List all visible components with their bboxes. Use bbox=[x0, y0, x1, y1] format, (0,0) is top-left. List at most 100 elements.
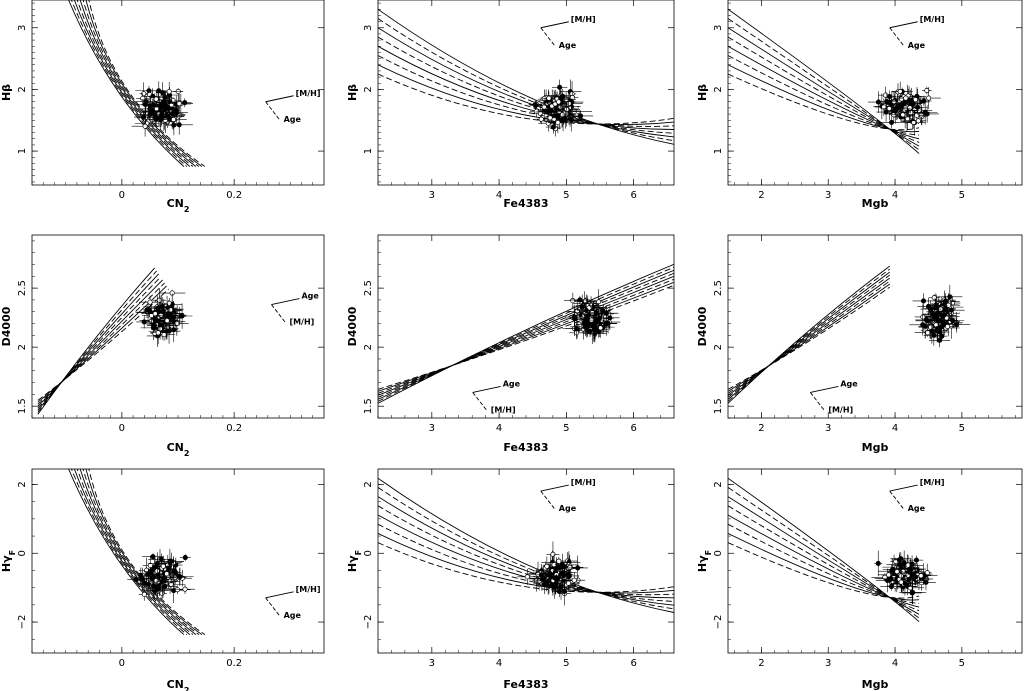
x-axis-label: CN2 bbox=[167, 678, 190, 691]
model-line bbox=[378, 281, 674, 392]
data-point bbox=[593, 317, 599, 323]
data-point bbox=[943, 298, 949, 304]
model-line bbox=[378, 477, 674, 613]
data-point bbox=[166, 89, 172, 95]
data-point bbox=[174, 587, 181, 593]
age-arrow bbox=[889, 27, 905, 47]
model-line bbox=[378, 263, 674, 404]
y-axis-label: D4000 bbox=[346, 306, 359, 346]
data-point bbox=[907, 105, 913, 111]
data-point bbox=[571, 577, 577, 583]
data-point bbox=[918, 573, 924, 579]
data-point bbox=[547, 571, 553, 577]
data-point bbox=[152, 311, 158, 317]
data-point bbox=[925, 330, 931, 336]
annotation-label: Age bbox=[301, 292, 319, 301]
plot-frame bbox=[377, 0, 675, 186]
y-axis-label: HγF bbox=[0, 550, 17, 572]
y-axis-label: HγF bbox=[346, 550, 363, 572]
annotation-label: Age bbox=[840, 379, 858, 388]
data-point bbox=[583, 307, 589, 314]
y-tick-label: 0 bbox=[17, 550, 28, 556]
age-arrow bbox=[265, 597, 280, 617]
galaxy-points bbox=[528, 79, 594, 137]
model-grid bbox=[37, 267, 169, 415]
data-point bbox=[173, 107, 179, 113]
data-point bbox=[182, 100, 188, 106]
data-point bbox=[150, 554, 156, 560]
model-line bbox=[378, 532, 674, 594]
data-point bbox=[544, 563, 550, 569]
data-point bbox=[556, 99, 562, 105]
model-line bbox=[378, 269, 674, 400]
x-tick-label: 3 bbox=[825, 658, 831, 669]
data-point bbox=[896, 557, 902, 563]
y-tick-label: 2 bbox=[17, 481, 28, 487]
y-tick-label: 1 bbox=[17, 148, 28, 154]
data-point bbox=[150, 108, 156, 114]
model-line bbox=[378, 18, 674, 142]
data-point bbox=[546, 95, 552, 101]
data-point bbox=[553, 583, 559, 589]
model-line bbox=[728, 505, 920, 612]
data-point bbox=[920, 298, 927, 304]
model-line bbox=[728, 271, 890, 400]
data-point bbox=[544, 580, 550, 586]
metallicity-arrow bbox=[889, 484, 918, 492]
model-line bbox=[728, 542, 920, 599]
metallicity-arrow bbox=[472, 385, 501, 393]
data-point bbox=[600, 308, 606, 314]
model-line bbox=[378, 45, 674, 130]
data-point bbox=[538, 572, 544, 578]
data-point bbox=[156, 297, 162, 303]
model-line bbox=[728, 268, 890, 402]
model-line bbox=[728, 36, 920, 143]
model-line bbox=[378, 73, 674, 125]
panel-8: 3 4 5 6 −2 0 2 Fe4383 HγF [M/H] Age bbox=[346, 468, 675, 691]
annotation-label: Age bbox=[559, 41, 577, 50]
data-point bbox=[875, 560, 881, 567]
data-point bbox=[884, 98, 890, 105]
data-point bbox=[141, 591, 147, 597]
annotation-label: [M/H] bbox=[920, 478, 945, 487]
model-line bbox=[82, 0, 200, 167]
vector-annotation: [M/H] Age bbox=[540, 15, 596, 50]
model-line bbox=[378, 272, 674, 398]
x-axis-label: Mgb bbox=[862, 197, 889, 210]
model-grid bbox=[378, 263, 674, 404]
annotation-label: Age bbox=[284, 115, 302, 124]
x-tick-label: 5 bbox=[959, 190, 965, 201]
data-point bbox=[164, 571, 170, 577]
x-tick-label: 3 bbox=[429, 190, 435, 201]
data-point bbox=[556, 558, 562, 564]
data-point bbox=[557, 84, 563, 90]
y-tick-label: 2 bbox=[363, 481, 374, 487]
plot-frame bbox=[727, 234, 1023, 419]
data-point bbox=[153, 96, 159, 102]
model-line bbox=[73, 469, 191, 635]
plot-frame bbox=[31, 468, 325, 654]
data-point bbox=[569, 95, 575, 101]
y-tick-label: 0 bbox=[713, 550, 724, 556]
age-arrow bbox=[540, 27, 556, 47]
data-point bbox=[156, 586, 162, 592]
x-tick-label: 4 bbox=[496, 658, 502, 669]
data-point bbox=[176, 101, 182, 107]
model-line bbox=[728, 286, 890, 390]
age-arrow bbox=[271, 304, 286, 323]
x-axis-label: CN2 bbox=[167, 441, 190, 458]
data-point bbox=[914, 112, 920, 118]
model-line bbox=[728, 73, 920, 131]
model-line bbox=[88, 0, 206, 167]
x-tick-label: 0 bbox=[119, 423, 125, 434]
data-point bbox=[141, 114, 147, 120]
model-line bbox=[378, 266, 674, 402]
model-grid bbox=[68, 0, 206, 167]
model-line bbox=[728, 496, 920, 615]
y-tick-label: 1 bbox=[363, 148, 374, 154]
x-tick-label: 5 bbox=[563, 190, 569, 201]
data-point bbox=[165, 104, 171, 110]
x-tick-label: 4 bbox=[892, 423, 898, 434]
plot-frame bbox=[377, 468, 675, 654]
y-axis-label: Hβ bbox=[0, 84, 13, 101]
